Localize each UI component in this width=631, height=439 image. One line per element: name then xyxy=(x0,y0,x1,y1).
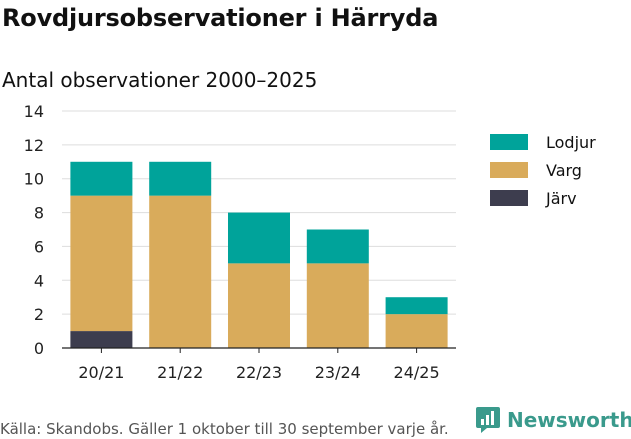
bar-segment-varg-24-25 xyxy=(385,314,448,348)
legend-item-lodjur: Lodjur xyxy=(490,128,596,156)
chart-subtitle: Antal observationer 2000–2025 xyxy=(2,68,318,92)
legend-item-jarv: Järv xyxy=(490,184,596,212)
bar-segment-jarv-20-21 xyxy=(70,331,133,348)
bar-segment-lodjur-21-22 xyxy=(149,161,212,196)
bar-segment-lodjur-24-25 xyxy=(385,297,448,315)
bar-segment-lodjur-22-23 xyxy=(228,212,290,264)
legend: Lodjur Varg Järv xyxy=(490,128,596,212)
bar-segment-varg-22-23 xyxy=(228,263,290,348)
legend-label-varg: Varg xyxy=(546,160,582,180)
newsworthy-logo-icon xyxy=(476,407,500,433)
bar-segment-varg-21-22 xyxy=(149,195,212,348)
bar-segment-varg-20-21 xyxy=(70,195,133,332)
legend-item-varg: Varg xyxy=(490,156,596,184)
x-tick-label: 24/25 xyxy=(394,363,440,382)
legend-label-lodjur: Lodjur xyxy=(546,132,596,152)
y-tick-label: 8 xyxy=(34,204,44,223)
x-tick-label: 22/23 xyxy=(236,363,282,382)
y-tick-label: 2 xyxy=(34,305,44,324)
legend-swatch-varg xyxy=(490,162,528,178)
legend-label-jarv: Järv xyxy=(546,188,577,208)
bar-segment-varg-23-24 xyxy=(306,263,369,348)
source-note: Källa: Skandobs. Gäller 1 oktober till 3… xyxy=(0,420,449,438)
x-tick-label: 21/22 xyxy=(157,363,203,382)
x-tick-label: 20/21 xyxy=(78,363,124,382)
newsworthy-logo: Newsworthy xyxy=(475,406,631,434)
y-tick-label: 6 xyxy=(34,237,44,256)
y-tick-label: 14 xyxy=(24,102,44,121)
legend-swatch-jarv xyxy=(490,190,528,206)
brand-name: Newsworthy xyxy=(507,408,631,432)
legend-swatch-lodjur xyxy=(490,134,528,150)
y-tick-label: 0 xyxy=(34,339,44,358)
x-tick-label: 23/24 xyxy=(315,363,361,382)
y-tick-label: 4 xyxy=(34,271,44,290)
chart-title: Rovdjursobservationer i Härryda xyxy=(2,4,439,32)
bar-segment-lodjur-20-21 xyxy=(70,161,133,196)
y-tick-label: 10 xyxy=(24,170,44,189)
y-tick-label: 12 xyxy=(24,136,44,155)
bar-segment-lodjur-23-24 xyxy=(306,229,369,264)
